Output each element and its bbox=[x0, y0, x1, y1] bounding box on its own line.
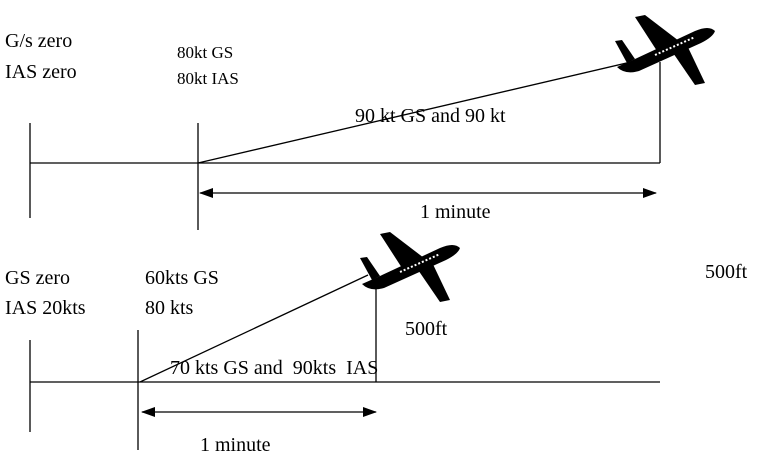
plane bbox=[615, 15, 715, 85]
label: 500ft bbox=[705, 261, 748, 283]
label: 60kts GS bbox=[145, 267, 219, 289]
label: IAS 20kts bbox=[5, 297, 86, 319]
label: 1 minute bbox=[200, 434, 271, 456]
bottom-scenario: GS zero IAS 20kts 60kts GS 80 kts 70 kts… bbox=[5, 232, 660, 456]
label: IAS zero bbox=[5, 61, 77, 83]
label: 1 minute bbox=[420, 201, 491, 223]
label: 80kt GS bbox=[177, 43, 233, 62]
top-scenario: G/s zero IAS zero 80kt GS 80kt IAS 90 kt… bbox=[5, 15, 748, 283]
label: 80kt IAS bbox=[177, 69, 239, 88]
label: 500ft bbox=[405, 318, 448, 340]
label: 80 kts bbox=[145, 297, 194, 319]
label: 90 kt GS and 90 kt bbox=[355, 105, 506, 127]
diagram: G/s zero IAS zero 80kt GS 80kt IAS 90 kt… bbox=[0, 0, 769, 456]
label: GS zero bbox=[5, 267, 70, 289]
label: 70 kts GS and 90kts IAS bbox=[170, 357, 378, 379]
plane bbox=[360, 232, 460, 302]
label: G/s zero bbox=[5, 30, 72, 52]
